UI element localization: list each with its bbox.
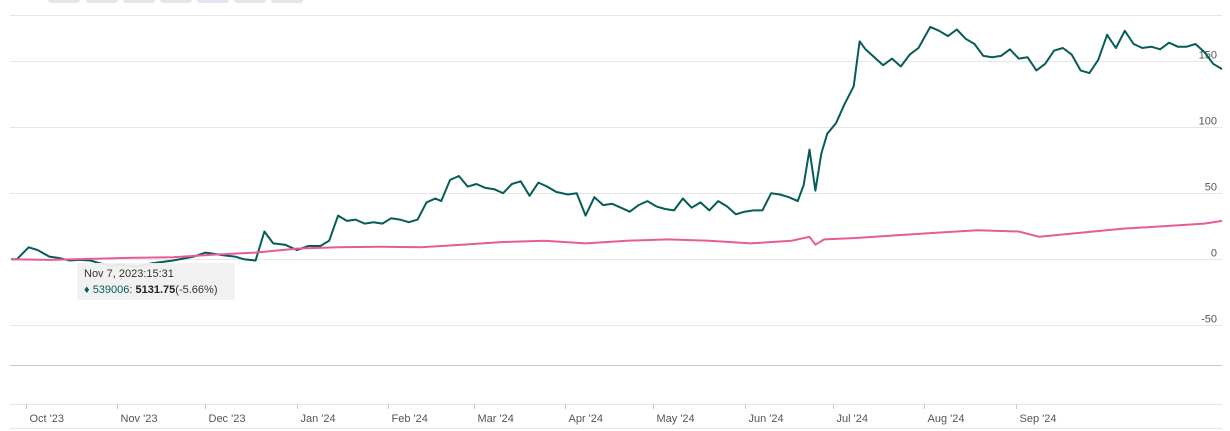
y-tick-label: 0 <box>1211 248 1217 260</box>
range-button[interactable] <box>86 0 118 3</box>
x-tick-label: Feb '24 <box>392 413 428 425</box>
x-tick-label: Jul '24 <box>837 413 868 425</box>
x-tick-label: Nov '23 <box>121 413 158 425</box>
range-button[interactable] <box>271 0 303 3</box>
range-button[interactable] <box>234 0 266 3</box>
range-button[interactable] <box>123 0 155 3</box>
tooltip-change: (-5.66%) <box>175 284 218 296</box>
y-tick-label: 50 <box>1205 182 1217 194</box>
gridlines <box>10 15 1222 326</box>
series-line-compare[interactable] <box>10 219 1223 261</box>
x-tick-label: Dec '23 <box>209 413 246 425</box>
tooltip: Nov 7, 2023:15:31 ♦ 539006: 5131.75(-5.6… <box>77 263 235 300</box>
x-tick-label: Oct '23 <box>30 413 65 425</box>
range-button[interactable] <box>160 0 192 3</box>
x-tick-label: Jan '24 <box>301 413 336 425</box>
y-tick-label: 100 <box>1199 116 1217 128</box>
tooltip-value: 5131.75 <box>135 284 176 296</box>
x-tick-label: Mar '24 <box>478 413 514 425</box>
tooltip-row: ♦ 539006: 5131.75(-5.66%) <box>84 284 218 296</box>
series-diamond-icon: ♦ <box>84 284 90 296</box>
tooltip-symbol: 539006 <box>92 284 130 296</box>
x-tick-label: Jun '24 <box>749 413 784 425</box>
range-button-selected[interactable] <box>197 0 229 3</box>
x-axis: Oct '23 Nov '23 Dec '23 Jan '24 Feb '24 Mar '… <box>26 404 1057 425</box>
x-tick-label: Sep '24 <box>1020 413 1057 425</box>
series-layer <box>10 25 1223 268</box>
x-tick-label: Aug '24 <box>928 413 965 425</box>
y-tick-label: -50 <box>1201 314 1217 326</box>
tooltip-date: Nov 7, 2023:15:31 <box>84 268 174 280</box>
series-line-main[interactable] <box>11 25 1223 268</box>
x-tick-label: Apr '24 <box>569 413 604 425</box>
navigator[interactable] <box>10 365 1222 429</box>
range-button[interactable] <box>48 0 80 3</box>
x-tick-label: May '24 <box>657 413 695 425</box>
